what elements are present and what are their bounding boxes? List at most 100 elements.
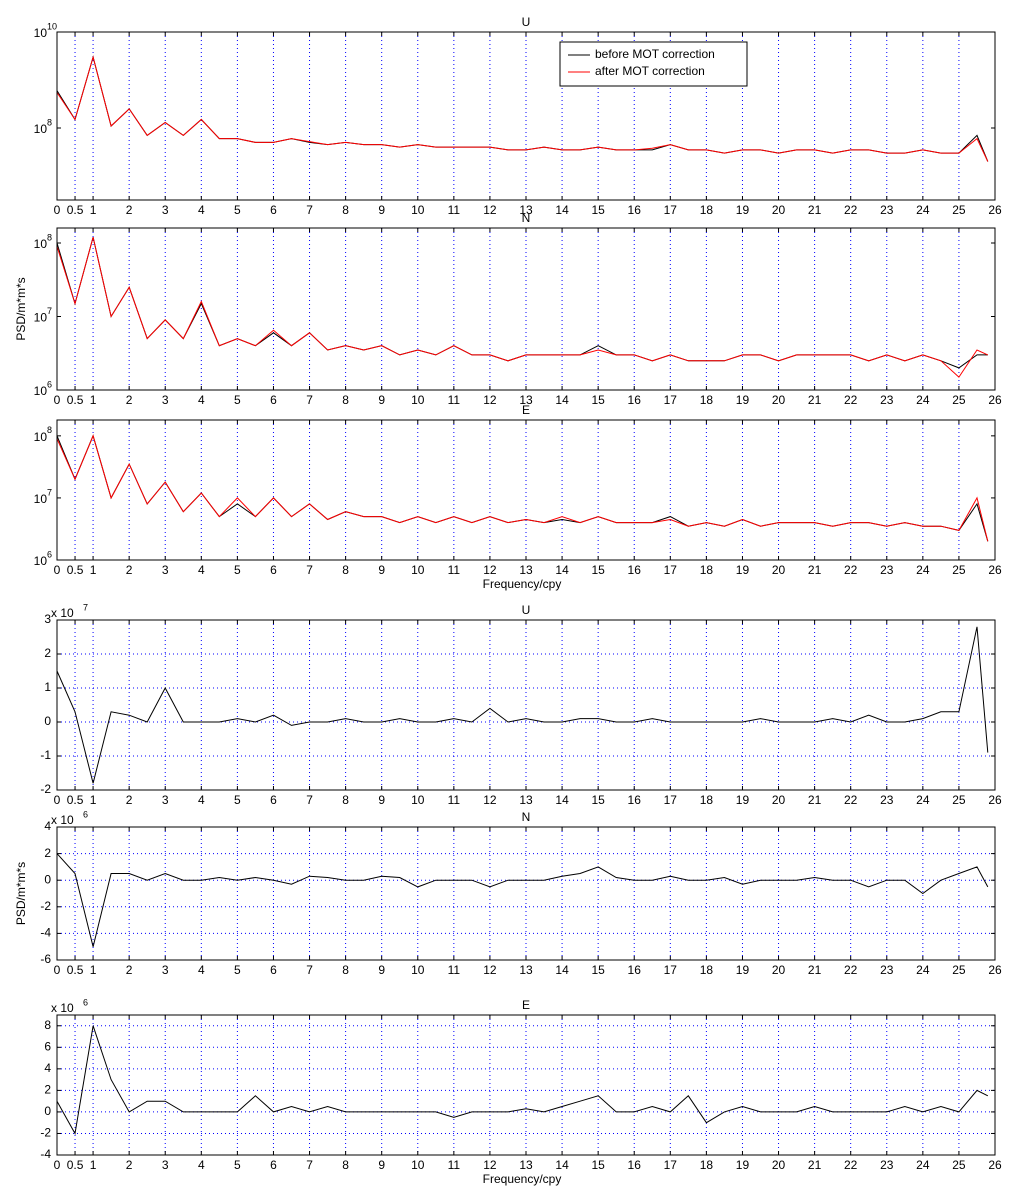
y-tick-label: -2 bbox=[40, 782, 51, 796]
axes-frame bbox=[56, 31, 996, 201]
data-line bbox=[56, 434, 989, 542]
x-tick-label: 20 bbox=[772, 793, 786, 807]
x-tick-label: 16 bbox=[628, 963, 642, 977]
data-line bbox=[56, 55, 989, 162]
x-tick-label: 13 bbox=[519, 963, 533, 977]
x-tick-label: 0 bbox=[54, 563, 61, 577]
x-tick-label: 25 bbox=[952, 1158, 966, 1172]
x-tick-label: 12 bbox=[483, 963, 497, 977]
x-tick-label: 0 bbox=[54, 963, 61, 977]
x-tick-label: 24 bbox=[916, 203, 930, 217]
x-tick-label: 16 bbox=[628, 393, 642, 407]
x-tick-label: 13 bbox=[519, 563, 533, 577]
scale-exponent: 6 bbox=[83, 809, 88, 819]
x-tick-label: 14 bbox=[555, 393, 569, 407]
x-tick-label: 1 bbox=[90, 203, 97, 217]
x-tick-label: 11 bbox=[448, 563, 461, 577]
scale-exponent: 7 bbox=[83, 602, 88, 612]
x-tick-label: 22 bbox=[844, 963, 858, 977]
x-tick-label: 20 bbox=[772, 963, 786, 977]
x-tick-label: 4 bbox=[198, 393, 205, 407]
x-tick-label: 11 bbox=[448, 203, 461, 217]
x-axis-label: Frequency/cpy bbox=[483, 1172, 562, 1186]
x-tick-label: 16 bbox=[628, 1158, 642, 1172]
x-tick-label: 22 bbox=[844, 203, 858, 217]
x-tick-label: 12 bbox=[483, 203, 497, 217]
y-tick-label: 0 bbox=[44, 872, 51, 886]
x-tick-label: 11 bbox=[448, 963, 461, 977]
x-tick-label: 20 bbox=[772, 203, 786, 217]
x-tick-label: 14 bbox=[555, 793, 569, 807]
x-tick-label: 23 bbox=[880, 793, 894, 807]
x-tick-label: 26 bbox=[988, 203, 1002, 217]
panel-title: N bbox=[522, 211, 531, 225]
y-tick-label: 10 bbox=[34, 237, 48, 251]
x-tick-label: 22 bbox=[844, 793, 858, 807]
x-axis-label: Frequency/cpy bbox=[483, 577, 562, 591]
x-tick-label: 0.5 bbox=[67, 793, 84, 807]
panel-title: E bbox=[522, 998, 530, 1012]
x-tick-label: 6 bbox=[270, 793, 277, 807]
x-tick-label: 5 bbox=[234, 203, 241, 217]
x-tick-label: 25 bbox=[952, 203, 966, 217]
x-tick-label: 21 bbox=[808, 963, 822, 977]
x-tick-label: 16 bbox=[628, 563, 642, 577]
x-tick-label: 19 bbox=[736, 963, 750, 977]
x-tick-label: 11 bbox=[448, 1158, 461, 1172]
x-tick-label: 2 bbox=[126, 393, 133, 407]
x-tick-label: 0 bbox=[54, 203, 61, 217]
x-tick-label: 25 bbox=[952, 963, 966, 977]
x-tick-label: 8 bbox=[342, 563, 349, 577]
y-tick-label: 10 bbox=[34, 122, 48, 136]
y-tick-label: 10 bbox=[34, 311, 48, 325]
legend-label: before MOT correction bbox=[595, 47, 715, 61]
x-tick-label: 17 bbox=[664, 963, 678, 977]
x-tick-label: 0 bbox=[54, 393, 61, 407]
x-tick-label: 2 bbox=[126, 793, 133, 807]
x-tick-label: 24 bbox=[916, 793, 930, 807]
x-tick-label: 21 bbox=[808, 793, 822, 807]
x-tick-label: 5 bbox=[234, 793, 241, 807]
x-tick-label: 22 bbox=[844, 563, 858, 577]
x-tick-label: 23 bbox=[880, 203, 894, 217]
x-tick-label: 3 bbox=[162, 1158, 169, 1172]
x-tick-label: 8 bbox=[342, 203, 349, 217]
x-tick-label: 6 bbox=[270, 1158, 277, 1172]
x-tick-label: 4 bbox=[198, 793, 205, 807]
x-tick-label: 22 bbox=[844, 393, 858, 407]
y-tick-label: 10 bbox=[34, 492, 48, 506]
y-tick-label: 4 bbox=[44, 819, 51, 833]
y-tick-label: 0 bbox=[44, 714, 51, 728]
panel-title: U bbox=[522, 15, 531, 29]
scale-label: x 10 bbox=[51, 813, 74, 827]
data-line bbox=[56, 853, 989, 947]
x-tick-label: 7 bbox=[306, 203, 313, 217]
x-tick-label: 21 bbox=[808, 563, 822, 577]
x-tick-label: 10 bbox=[411, 793, 425, 807]
y-tick-label: 10 bbox=[34, 26, 48, 40]
x-tick-label: 10 bbox=[411, 563, 425, 577]
x-tick-label: 24 bbox=[916, 393, 930, 407]
x-tick-label: 20 bbox=[772, 563, 786, 577]
y-tick-exponent: 7 bbox=[47, 487, 52, 497]
y-tick-label: 4 bbox=[44, 1061, 51, 1075]
x-tick-label: 0.5 bbox=[67, 203, 84, 217]
plot-area bbox=[57, 827, 995, 960]
y-tick-label: 2 bbox=[44, 646, 51, 660]
y-tick-exponent: 8 bbox=[47, 425, 52, 435]
y-tick-exponent: 7 bbox=[47, 306, 52, 316]
x-tick-label: 0.5 bbox=[67, 393, 84, 407]
axes-frame bbox=[56, 826, 996, 961]
x-tick-label: 9 bbox=[378, 793, 385, 807]
x-tick-label: 6 bbox=[270, 563, 277, 577]
x-tick-label: 20 bbox=[772, 1158, 786, 1172]
x-tick-label: 15 bbox=[591, 393, 605, 407]
x-tick-label: 12 bbox=[483, 393, 497, 407]
x-tick-label: 23 bbox=[880, 1158, 894, 1172]
x-tick-label: 15 bbox=[591, 203, 605, 217]
x-tick-label: 19 bbox=[736, 393, 750, 407]
x-tick-label: 26 bbox=[988, 1158, 1002, 1172]
x-tick-label: 2 bbox=[126, 963, 133, 977]
x-tick-label: 0.5 bbox=[67, 963, 84, 977]
